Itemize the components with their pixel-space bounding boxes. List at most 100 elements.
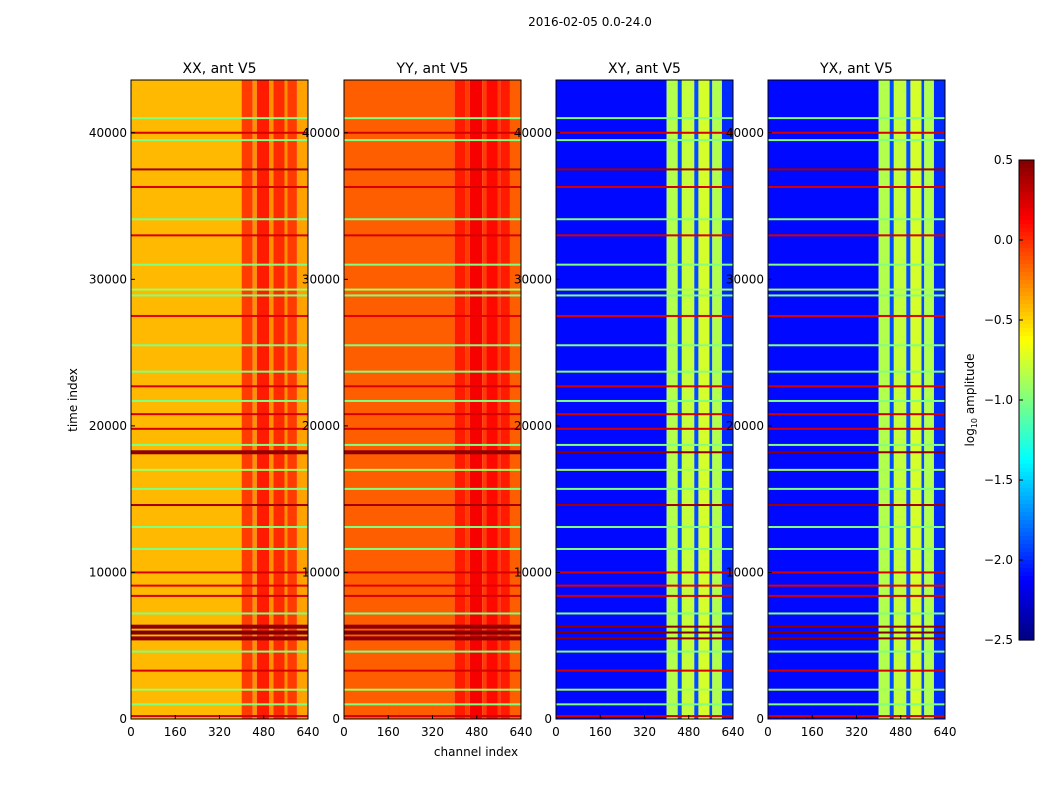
colorbar-swatch [1019,296,1034,301]
heatmap-flagged-row [556,584,733,587]
colorbar-swatch [1019,416,1034,421]
colorbar-swatch [1019,380,1034,385]
colorbar-tick-label: −2.0 [984,553,1013,567]
colorbar-tick-label: −2.5 [984,633,1013,647]
heatmap-panel: YX, ant V5 0 160 320 480 640 0 10000 20000 30000 4… [726,61,957,739]
colorbar-swatch [1019,232,1034,237]
heatmap-flagged-row [556,451,733,454]
colorbar-swatch [1019,244,1034,249]
heatmap-flagged-row [344,399,521,402]
colorbar-swatch [1019,328,1034,333]
heatmap-flagged-row [556,427,733,430]
colorbar-swatch [1019,504,1034,509]
colorbar-swatch [1019,308,1034,313]
colorbar-swatch [1019,540,1034,545]
heatmap-column-segment [469,80,483,719]
heatmap-flagged-row [131,117,308,120]
heatmap-flagged-row [344,630,521,635]
heatmap-column-segment [666,80,678,719]
heatmap-column-segment [296,80,308,719]
heatmap-flagged-row [344,468,521,471]
colorbar-tick-label: 0.5 [994,153,1013,167]
colorbar-swatch [1019,592,1034,597]
colorbar-swatch [1019,436,1034,441]
heatmap-panel: XX, ant V5 0 160 320 480 640 0 10000 20000 30000 4… [89,61,320,739]
colorbar-swatch [1019,612,1034,617]
colorbar-swatch [1019,316,1034,321]
heatmap-flagged-row [344,263,521,266]
y-tick-label: 10000 [514,565,552,579]
heatmap-flagged-row [344,547,521,550]
heatmap-flagged-row [768,669,945,672]
x-tick-label: 480 [252,725,275,739]
y-tick-label: 20000 [302,419,340,433]
heatmap-flagged-row [556,443,733,446]
heatmap-column-segment [677,80,682,719]
x-tick-label: 160 [377,725,400,739]
heatmap-flagged-row [556,294,733,297]
y-tick-label: 30000 [726,272,764,286]
x-tick-label: 480 [889,725,912,739]
colorbar-swatch [1019,608,1034,613]
heatmap-flagged-row [556,594,733,597]
heatmap-column-segment [698,80,710,719]
heatmap-flagged-row [556,168,733,171]
colorbar-tick-label: −0.5 [984,313,1013,327]
x-tick-label: 640 [297,725,320,739]
heatmap-column-segment [906,80,911,719]
colorbar-swatch [1019,356,1034,361]
heatmap-column-segment [465,80,470,719]
colorbar-swatch [1019,428,1034,433]
heatmap-flagged-row [344,688,521,691]
heatmap-column-segment [712,80,722,719]
heatmap-flagged-row [344,703,521,706]
heatmap-flagged-row [344,650,521,653]
heatmap-flagged-row [768,139,945,142]
heatmap-flagged-row [556,288,733,291]
heatmap-column-segment [287,80,297,719]
colorbar-swatch [1019,420,1034,425]
colorbar: 0.5 0.0 −0.5 −1.0 −1.5 −2.0 −2.5 [984,153,1035,647]
colorbar-swatch [1019,160,1034,165]
colorbar-swatch [1019,600,1034,605]
heatmap-column-segment [924,80,934,719]
y-tick-label: 0 [756,712,764,726]
colorbar-swatch [1019,348,1034,353]
colorbar-swatch [1019,292,1034,297]
heatmap-flagged-row [768,688,945,691]
heatmap-flagged-row [556,131,733,134]
heatmap-panel: XY, ant V5 0 160 320 480 640 0 10000 20000 30000 4… [514,61,745,739]
heatmap-column-segment [269,80,274,719]
colorbar-swatch [1019,624,1034,629]
y-tick-label: 0 [544,712,552,726]
heatmap-flagged-row [556,669,733,672]
colorbar-swatch [1019,300,1034,305]
heatmap-flagged-row [344,571,521,574]
heatmap-flagged-row [768,344,945,347]
colorbar-swatch [1019,452,1034,457]
y-tick-label: 40000 [514,126,552,140]
heatmap-flagged-row [131,168,308,171]
colorbar-swatch [1019,444,1034,449]
y-tick-label: 40000 [726,126,764,140]
colorbar-swatch [1019,224,1034,229]
colorbar-swatch [1019,208,1034,213]
colorbar-swatch [1019,264,1034,269]
heatmap-flagged-row [556,139,733,142]
heatmap-flagged-row [556,413,733,416]
colorbar-swatch [1019,492,1034,497]
heatmap-column-segment [500,80,510,719]
heatmap-flagged-row [556,344,733,347]
heatmap-flagged-row [344,314,521,317]
colorbar-swatch [1019,196,1034,201]
panel-title: XY, ant V5 [608,61,681,77]
y-tick-label: 40000 [89,126,127,140]
colorbar-swatch [1019,588,1034,593]
y-tick-label: 30000 [89,272,127,286]
y-tick-label: 30000 [302,272,340,286]
colorbar-tick-label: −1.5 [984,473,1013,487]
heatmap-flagged-row [131,370,308,373]
heatmap-column-segment [889,80,894,719]
heatmap-flagged-row [556,314,733,317]
heatmap-flagged-row [131,450,308,455]
